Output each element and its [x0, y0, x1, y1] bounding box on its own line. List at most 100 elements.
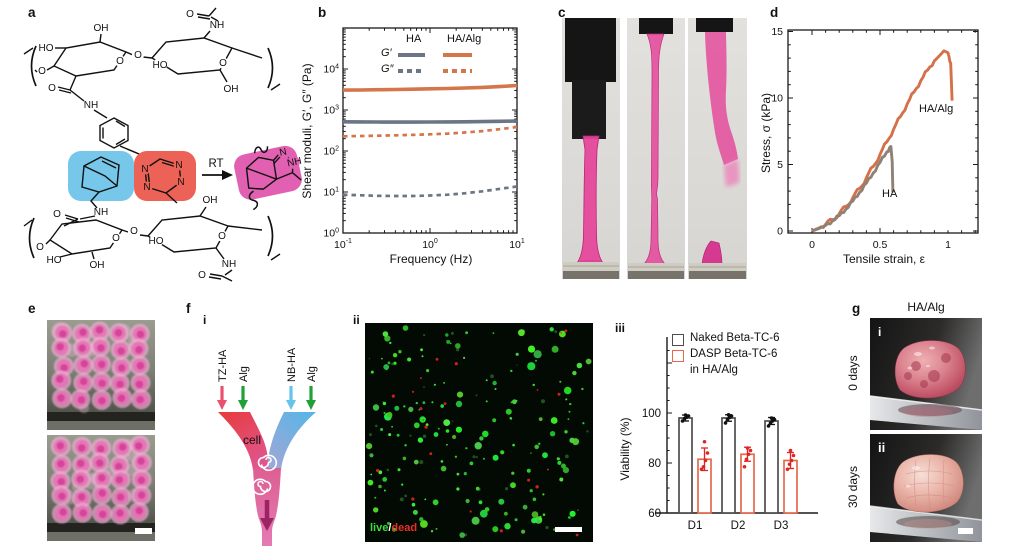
arrow-nb-ha — [286, 400, 296, 410]
svg-text:OH: OH — [90, 260, 105, 271]
b-legend: HA HA/Alg G′ G″ — [365, 33, 515, 81]
svg-text:HO: HO — [39, 43, 54, 54]
svg-text:10-1: 10-1 — [334, 238, 352, 251]
panel-label-b: b — [318, 5, 327, 20]
input-labels: TZ-HA Alg NB-HA Alg — [217, 347, 318, 382]
svg-text:104: 104 — [323, 64, 339, 76]
svg-text:O: O — [48, 83, 56, 94]
d-x-axis-label: Tensile strain, ε — [842, 252, 926, 266]
clamp-upper — [565, 18, 616, 82]
svg-text:15: 15 — [771, 26, 783, 38]
svg-text:N: N — [141, 164, 148, 175]
bar-DASP Beta-TC-6 in HA/Alg-D2 — [740, 453, 755, 514]
fluorescence-micrograph — [365, 323, 593, 542]
svg-text:O: O — [218, 231, 226, 242]
svg-text:100: 100 — [323, 228, 339, 240]
chemical-structure-scheme: N NH — [23, 7, 302, 282]
svg-text:5: 5 — [777, 159, 783, 171]
norbornene-highlight — [68, 151, 134, 201]
svg-text:D1: D1 — [688, 520, 703, 532]
panel-label-c: c — [558, 5, 566, 20]
svg-text:0: 0 — [777, 226, 783, 238]
g-photo-label-ii: ii — [878, 440, 885, 455]
svg-text:NH: NH — [84, 100, 98, 111]
g-title: HA/Alg — [907, 300, 945, 314]
scale-bar — [958, 528, 973, 534]
svg-text:0: 0 — [809, 239, 815, 251]
cube-glints — [907, 346, 935, 370]
panel-label-d: d — [770, 5, 779, 20]
photo-construct-0days: i — [870, 318, 982, 430]
series-HA/Alg G′ — [342, 83, 518, 92]
svg-text:O: O — [116, 56, 124, 67]
chem-labels: OH HO O O O NH O HO O O NH OH RT N N N N… — [36, 9, 238, 281]
svg-text:OH: OH — [224, 84, 239, 95]
gel-strip-snapped — [705, 32, 738, 165]
svg-text:O: O — [53, 209, 61, 220]
svg-text:NH: NH — [210, 20, 224, 31]
mixing-spiral-icons — [251, 454, 278, 496]
gel-tail-blur — [724, 159, 740, 187]
b-y-axis-label: Shear moduli, G′, G″ (Pa) — [300, 63, 314, 199]
base-stage — [689, 263, 746, 273]
gel-strip-stretched — [643, 33, 666, 265]
d-annotation-haalg: HA/Alg — [919, 103, 954, 115]
photo-tensile-2 — [627, 18, 685, 279]
chem-bonds-bottom — [23, 206, 281, 282]
fiii-y-axis-label: Viability (%) — [618, 417, 632, 481]
chem-label: NH — [286, 156, 302, 170]
chem-label: N — [278, 147, 287, 159]
svg-text:OH: OH — [94, 23, 109, 34]
svg-text:HO: HO — [149, 236, 164, 247]
svg-text:O: O — [186, 9, 194, 20]
base-stage — [628, 263, 684, 273]
label-backings — [110, 49, 229, 248]
photo-lattice-2 — [47, 435, 155, 541]
gel-stub — [701, 240, 723, 265]
series-HA/Alg G″ — [342, 125, 518, 138]
series-HA G″ — [342, 185, 518, 198]
b-swatch-haalg-solid — [443, 53, 472, 57]
f-sublabel-ii: ii — [353, 313, 360, 327]
output-arrow-head — [260, 518, 274, 531]
viability-bar-chart: 60 80 100 D1 D2 D3 — [642, 337, 818, 532]
svg-text:O: O — [134, 50, 142, 61]
svg-text:NH: NH — [94, 207, 108, 218]
svg-text:100: 100 — [422, 238, 438, 251]
click-product: N NH — [234, 145, 302, 211]
cell-label: cell — [243, 433, 261, 447]
photo-tensile-1 — [562, 18, 620, 279]
svg-text:O: O — [36, 242, 44, 253]
slash: / — [388, 522, 392, 534]
panel-label-f: f — [186, 301, 191, 316]
chem-bonds — [23, 7, 281, 160]
clamp — [639, 18, 673, 34]
svg-text:N: N — [143, 182, 150, 193]
b-legend-row-gdblprime: G″ — [381, 63, 394, 75]
legend-naked-label: Naked Beta-TC-6 — [690, 332, 780, 344]
series-HA/Alg — [811, 49, 954, 233]
g-photo-label-i: i — [878, 325, 881, 339]
cube-grid-texture — [903, 457, 955, 511]
bar-Naked Beta-TC-6-D1 — [678, 417, 693, 514]
svg-text:102: 102 — [323, 146, 339, 158]
legend-dasp-label-2: in HA/Alg — [690, 364, 738, 376]
f-sublabel-iii: iii — [615, 321, 626, 335]
f-sublabel-i: i — [203, 313, 207, 327]
bar-Naked Beta-TC-6-D3 — [764, 420, 779, 514]
b-legend-header-ha: HA — [406, 33, 422, 45]
svg-text:O: O — [198, 270, 206, 281]
svg-text:10: 10 — [771, 93, 783, 105]
panel-label-e: e — [28, 301, 36, 316]
svg-text:O: O — [38, 66, 46, 77]
panel-label-a: a — [28, 5, 36, 20]
b-legend-header-haalg: HA/Alg — [447, 33, 482, 45]
clamp-jaw — [572, 80, 606, 139]
arrow-alg-1 — [238, 400, 248, 410]
b-x-axis-label: Frequency (Hz) — [389, 252, 473, 266]
b-swatch-ha-solid — [398, 53, 425, 57]
legend-dasp-label: DASP Beta-TC-6 — [690, 348, 778, 360]
input-arrows — [217, 386, 316, 410]
